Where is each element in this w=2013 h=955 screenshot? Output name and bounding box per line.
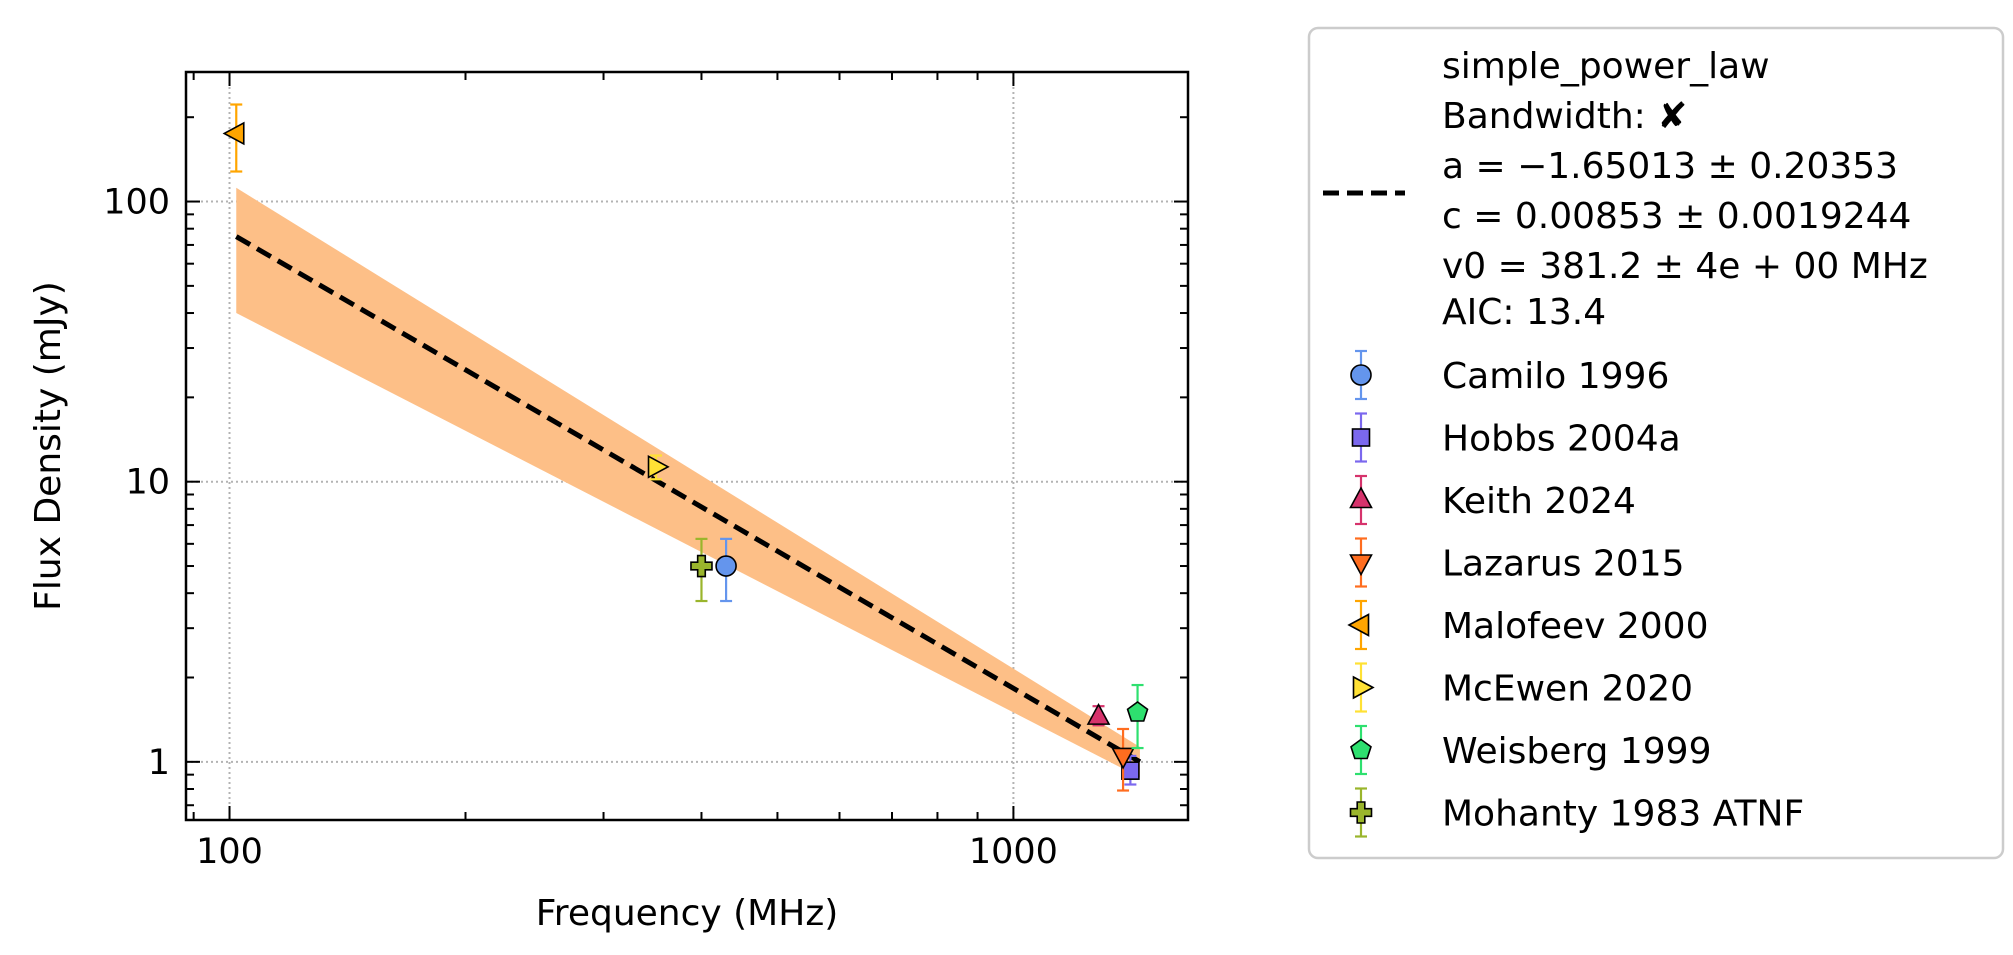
legend-label: Mohanty 1983 ATNF [1442, 794, 1804, 835]
series-lazarus-2015 [1111, 727, 1135, 792]
legend-item-mohanty-1983-atnf: Mohanty 1983 ATNF [1349, 787, 1804, 838]
legend-item-weisberg-1999: Weisberg 1999 [1350, 724, 1711, 776]
series-keith-2024 [1086, 702, 1111, 727]
legend-label: Camilo 1996 [1442, 356, 1669, 397]
x-axis-label: Frequency (MHz) [536, 893, 839, 934]
legend-marker [1350, 364, 1372, 386]
y-tick-label: 1 [148, 743, 170, 783]
data-point [1111, 747, 1135, 770]
series-camilo-1996 [715, 537, 737, 603]
legend-fit-model: simple_power_law [1442, 46, 1770, 87]
legend-marker [1347, 613, 1370, 637]
y-tick-label: 100 [103, 183, 170, 223]
y-tick-label: 10 [125, 463, 170, 503]
fit-line [235, 234, 1142, 765]
legend-fit-aic: AIC: 13.4 [1442, 292, 1606, 333]
data-point [715, 555, 737, 577]
series-mohanty-1983-atnf [690, 537, 713, 603]
legend-label: Hobbs 2004a [1442, 419, 1681, 460]
plot-frame [184, 70, 1190, 822]
data-point [1126, 701, 1149, 722]
series-weisberg-1999 [1126, 683, 1149, 750]
legend-fit-param-c: c = 0.00853 ± 0.0019244 [1442, 196, 1911, 237]
legend-label: Malofeev 2000 [1442, 606, 1708, 647]
legend-item-mcewen-2020: McEwen 2020 [1352, 662, 1693, 713]
legend-fit-param-a: a = −1.65013 ± 0.20353 [1442, 146, 1898, 187]
legend-frame [1307, 26, 2005, 860]
legend-item-camilo-1996: Camilo 1996 [1350, 349, 1669, 401]
legend-marker [1349, 554, 1373, 577]
data-point [647, 454, 670, 479]
cross-icon: ✘ [1657, 96, 1687, 137]
legend-marker [1349, 801, 1373, 824]
legend-fit-param-v0: v0 = 381.2 ± 4e + 00 MHz [1442, 246, 1928, 287]
data-point [690, 554, 713, 578]
legend-label: McEwen 2020 [1442, 669, 1693, 710]
legend-item-hobbs-2004a: Hobbs 2004a [1351, 412, 1681, 463]
x-tick-label: 1000 [969, 832, 1058, 872]
axis-ticks [186, 72, 1188, 820]
x-tick-label: 100 [196, 832, 263, 872]
legend-label: Weisberg 1999 [1442, 731, 1711, 772]
legend-marker [1351, 428, 1371, 447]
series-mcewen-2020 [647, 454, 670, 481]
data-point [222, 121, 245, 146]
legend-item-lazarus-2015: Lazarus 2015 [1349, 537, 1685, 588]
legend-label: Lazarus 2015 [1442, 544, 1685, 585]
legend-marker [1349, 486, 1373, 509]
legend-label: Keith 2024 [1442, 481, 1636, 522]
legend-fit-bandwidth: Bandwidth: ✘ [1442, 96, 1687, 137]
y-axis-label: Flux Density (mJy) [28, 281, 69, 611]
legend-marker [1352, 675, 1375, 700]
legend-item-malofeev-2000: Malofeev 2000 [1347, 599, 1708, 651]
data-point [1121, 761, 1140, 780]
legend-marker [1350, 738, 1372, 760]
legend: simple_power_law Bandwidth: ✘ a = −1.650… [1307, 26, 2005, 860]
legend-item-keith-2024: Keith 2024 [1349, 474, 1636, 526]
data-point [1086, 702, 1111, 725]
series-malofeev-2000 [222, 103, 245, 173]
series-hobbs-2004a [1121, 754, 1140, 786]
